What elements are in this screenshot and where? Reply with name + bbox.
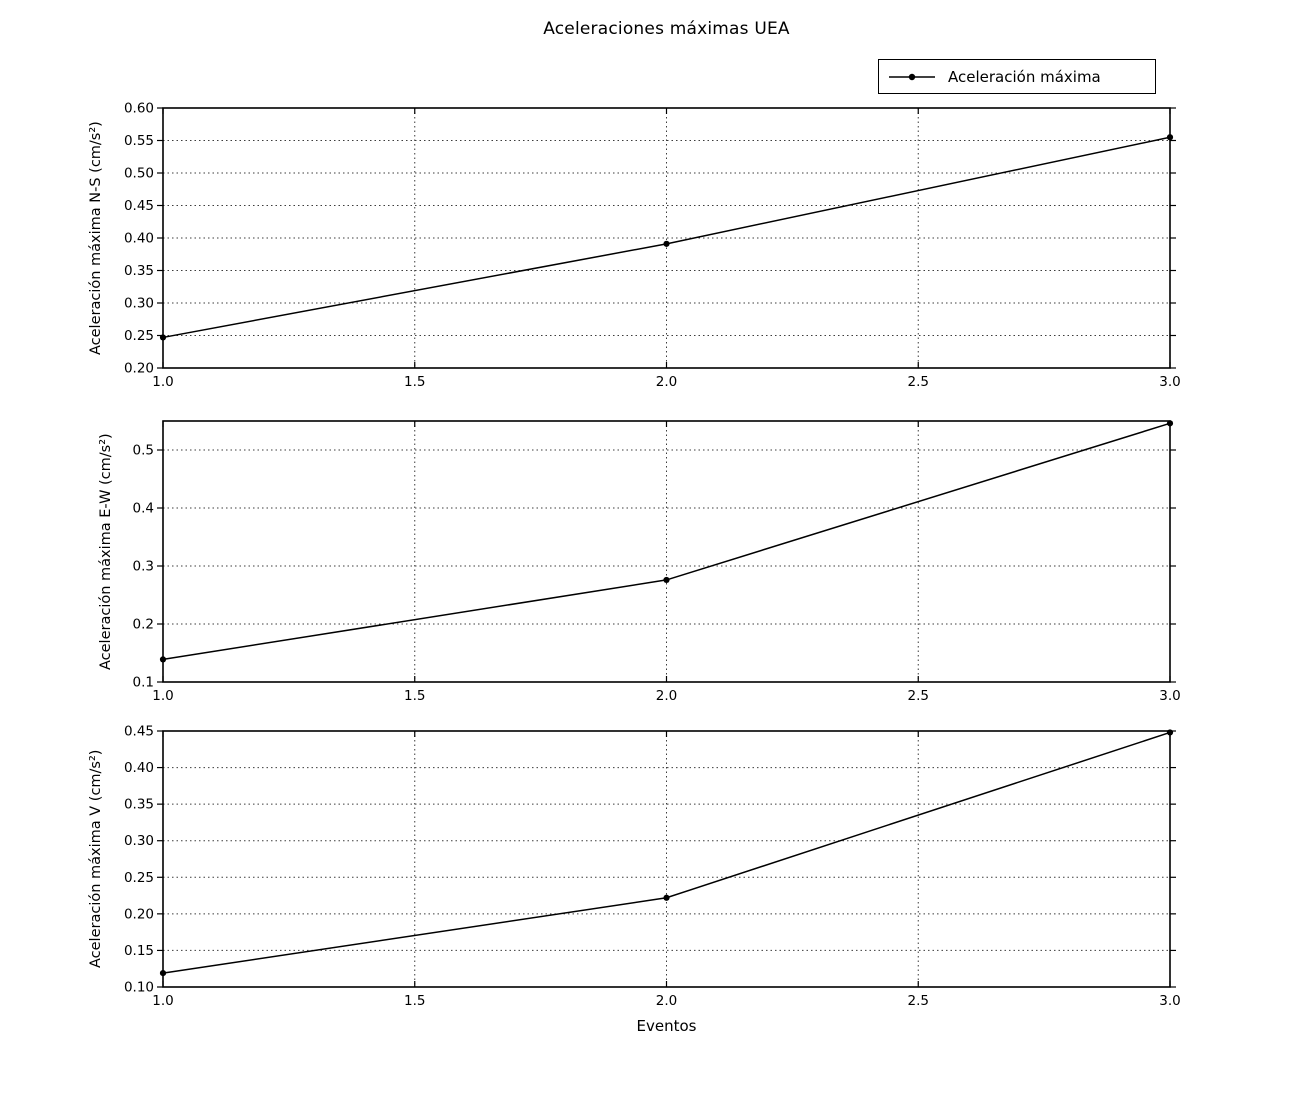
subplot-3: 1.0 1.5 2.0 2.5 3.0 0.10 0.15 0.20 0.25 0.30 0.35 0… [124,724,1181,1010]
y-tick-label: 0.25 [124,328,154,344]
x-tick-label: 2.0 [656,993,677,1009]
x-tick-label: 1.5 [404,688,425,704]
x-tick-label: 1.5 [404,374,425,390]
y-tick-label: 0.50 [124,166,154,182]
y-tick-label: 0.40 [124,760,154,776]
x-tick-label: 1.0 [152,688,173,704]
y-tick-label: 0.5 [133,443,154,459]
y-tick-label: 0.1 [133,675,154,691]
y-tick-label: 0.30 [124,296,154,312]
x-tick-label: 3.0 [1159,688,1180,704]
y-tick-label: 0.40 [124,231,154,247]
x-tick-label: 1.0 [152,374,173,390]
x-tick-label: 2.0 [656,688,677,704]
plot-border [162,420,1171,683]
y-tick-label: 0.20 [124,906,154,922]
x-axis-label: Eventos [636,1017,697,1035]
y-tick-label: 0.30 [124,833,154,849]
subplot-2: 1.0 1.5 2.0 2.5 3.0 0.1 0.2 0.3 0.4 0.5 [133,420,1181,704]
legend-line-marker-icon [889,73,935,80]
plot-border [162,107,1171,369]
y-axis-label-v: Aceleración máxima V (cm/s²) [88,749,104,969]
data-point [663,576,670,584]
y-tick-label: 0.10 [124,980,154,996]
y-tick-label: 0.2 [133,617,154,633]
y-tick-label: 0.3 [133,559,154,575]
y-tick-label: 0.15 [124,943,154,959]
chart-title: Aceleraciones máximas UEA [543,19,790,39]
subplot-1: 1.0 1.5 2.0 2.5 3.0 0.20 0.25 0.30 0.35 0.40 0.45 0… [124,101,1181,391]
data-point [663,894,670,901]
x-tick-label: 3.0 [1159,993,1180,1009]
x-tick-label: 2.5 [908,993,929,1009]
x-tick-label: 2.0 [656,374,677,390]
y-tick-label: 0.4 [133,501,154,517]
x-tick-label: 2.5 [908,688,929,704]
plot-border [162,730,1171,988]
y-tick-label: 0.20 [124,361,154,377]
y-axis-label-ns: Aceleración máxima N-S (cm/s²) [88,121,104,355]
legend: Aceleración máxima [878,59,1156,94]
data-point [663,240,670,247]
y-tick-label: 0.60 [124,101,154,117]
x-tick-label: 3.0 [1159,374,1180,390]
y-tick-label: 0.35 [124,797,154,813]
x-tick-label: 1.0 [152,993,173,1009]
y-tick-label: 0.45 [124,724,154,740]
y-axis-label-ew: Aceleración máxima E-W (cm/s²) [98,433,114,670]
y-tick-label: 0.35 [124,263,154,279]
legend-label: Aceleración máxima [948,67,1101,86]
y-tick-label: 0.55 [124,133,154,149]
y-tick-label: 0.25 [124,870,154,886]
y-tick-label: 0.45 [124,198,154,214]
x-tick-label: 2.5 [908,374,929,390]
x-tick-label: 1.5 [404,993,425,1009]
